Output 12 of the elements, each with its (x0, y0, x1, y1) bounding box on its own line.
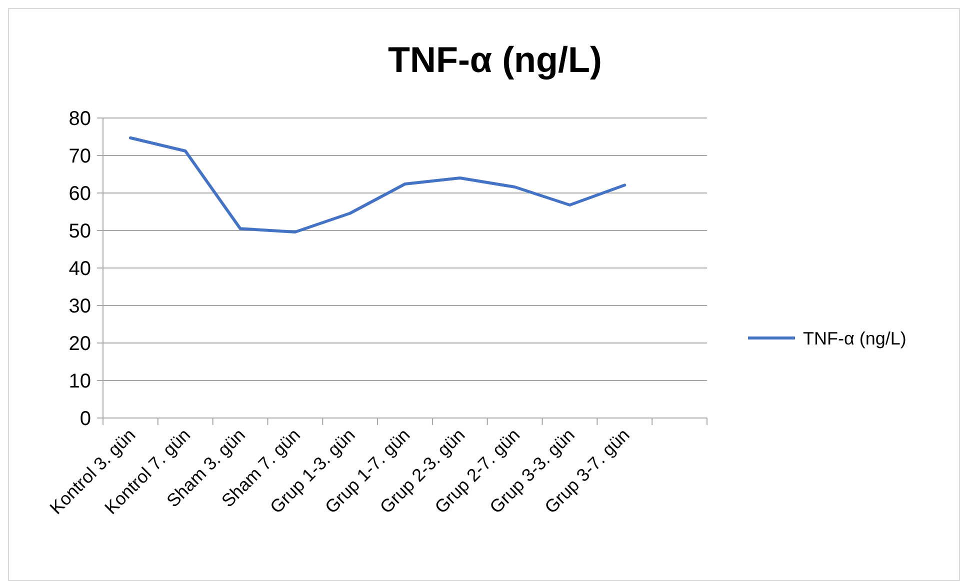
y-tick-label: 70 (68, 146, 91, 168)
y-tick-label: 30 (68, 296, 91, 318)
y-tick-label: 20 (68, 333, 91, 355)
y-tick-label: 60 (68, 183, 91, 205)
line-series (128, 136, 626, 234)
y-tick-label: 50 (68, 220, 91, 242)
y-tick-label: 10 (68, 370, 91, 392)
chart-title: TNF-α (ng/L) (388, 39, 602, 80)
y-tick-label: 40 (68, 258, 91, 280)
y-tick-label: 0 (80, 408, 91, 430)
legend-label: TNF-α (ng/L) (803, 328, 906, 348)
y-tick-label: 80 (68, 108, 91, 130)
